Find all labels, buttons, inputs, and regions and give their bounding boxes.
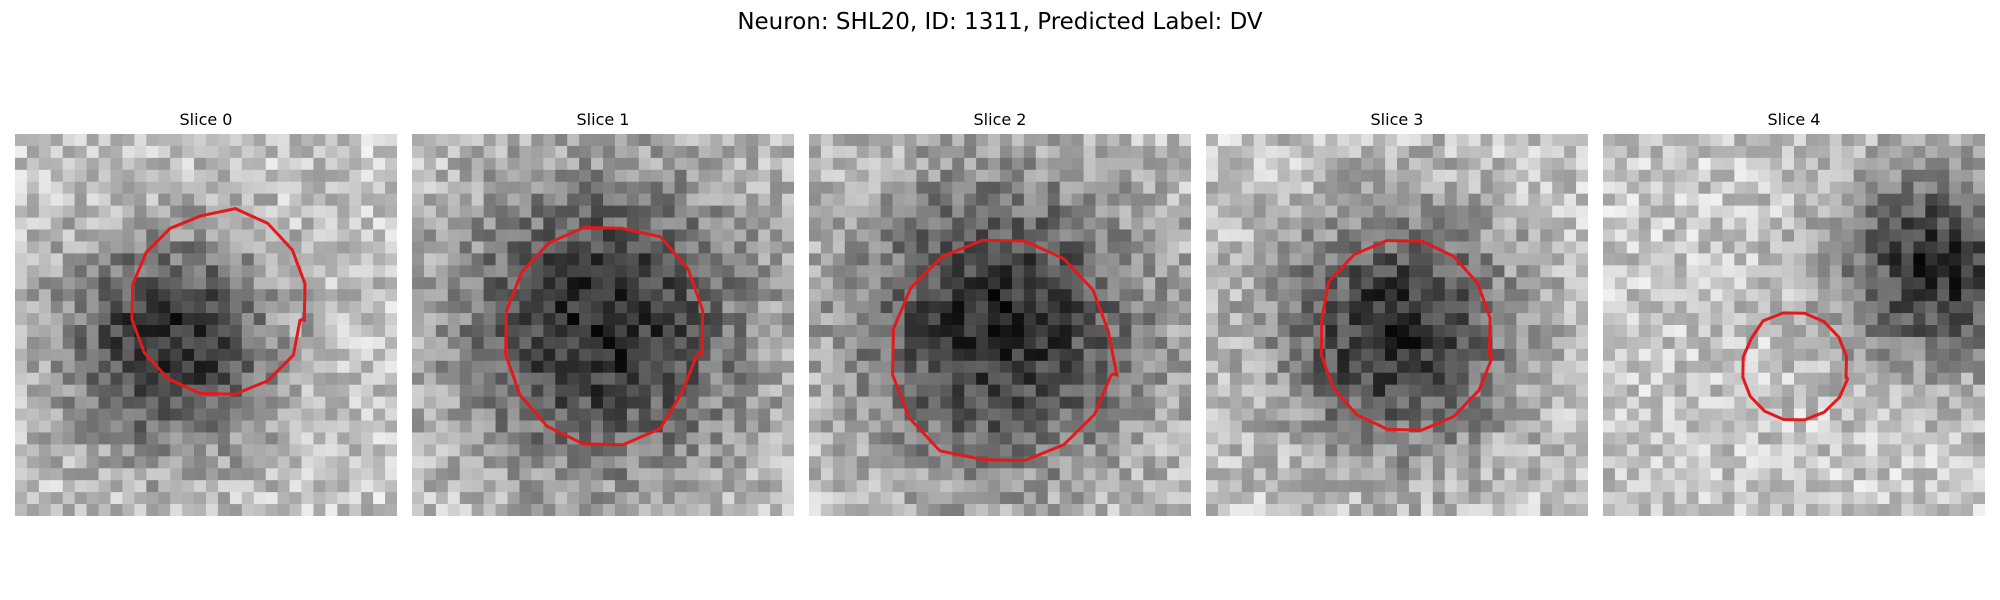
neuron-contour [1741, 311, 1850, 422]
neuron-contour [1319, 238, 1495, 432]
grayscale-pixels [412, 134, 794, 516]
figure-title: Neuron: SHL20, ID: 1311, Predicted Label… [737, 9, 1263, 35]
panel-slice-4: Slice 4 [1603, 110, 1985, 522]
slice-image-1 [412, 134, 794, 516]
panel-slice-1: Slice 1 [412, 110, 794, 522]
grayscale-pixels [1206, 134, 1588, 516]
panel-title-slice-1: Slice 1 [576, 110, 630, 129]
panel-slice-3: Slice 3 [1206, 110, 1588, 522]
panel-slice-0: Slice 0 [15, 110, 397, 522]
panel-title-slice-0: Slice 0 [179, 110, 233, 129]
grayscale-pixels [1603, 134, 1985, 516]
grayscale-pixels [809, 134, 1191, 516]
panel-title-slice-3: Slice 3 [1370, 110, 1424, 129]
slice-image-3 [1206, 134, 1588, 516]
slice-image-2 [809, 134, 1191, 516]
neuron-contour [504, 225, 705, 447]
panel-slice-2: Slice 2 [809, 110, 1191, 522]
slice-image-0 [15, 134, 397, 516]
slice-image-4 [1603, 134, 1985, 516]
panel-title-slice-2: Slice 2 [973, 110, 1027, 129]
panel-title-slice-4: Slice 4 [1767, 110, 1821, 129]
neuron-contour [891, 238, 1119, 463]
neuron-contour [130, 207, 307, 396]
grayscale-pixels [15, 134, 397, 516]
